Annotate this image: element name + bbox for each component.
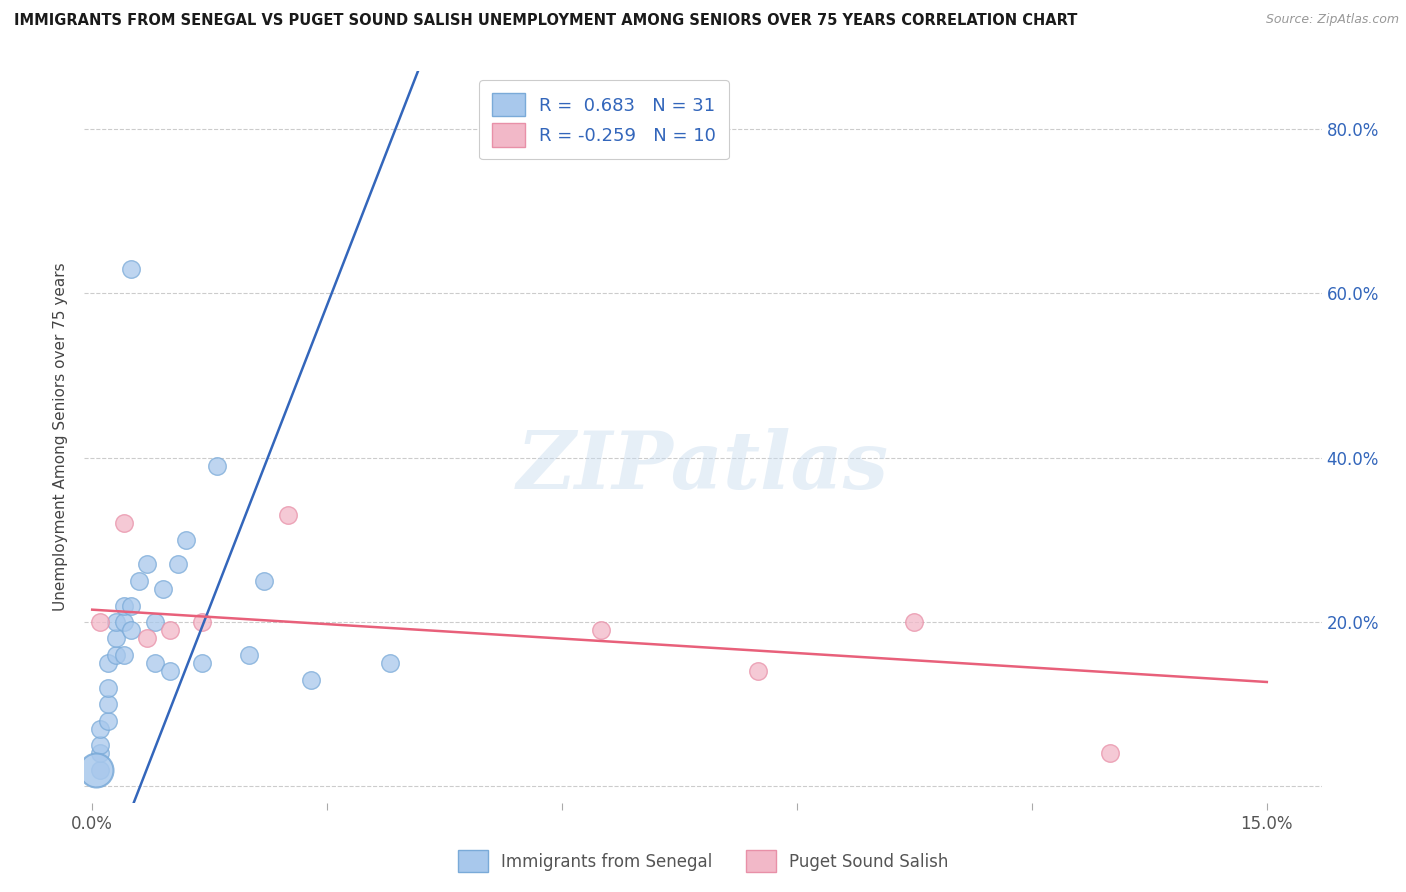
Point (104, 648, 127, 662)
Text: ZIPatlas: ZIPatlas (517, 427, 889, 505)
Point (128, 574, 150, 588)
Point (747, 665, 769, 679)
Point (120, 624, 142, 638)
Point (97, 656, 120, 670)
Point (277, 508, 299, 523)
Point (174, 533, 197, 547)
Point (104, 632, 127, 646)
Point (159, 624, 181, 638)
Point (136, 558, 159, 572)
Point (159, 665, 181, 679)
Point (378, 656, 401, 670)
Point (89, 763, 111, 777)
Point (253, 574, 276, 588)
Point (89, 722, 111, 736)
Point (143, 656, 166, 670)
Point (112, 516, 135, 531)
Point (207, 458, 229, 473)
Point (84, 763, 107, 777)
Point (903, 615, 925, 629)
Text: Source: ZipAtlas.com: Source: ZipAtlas.com (1265, 13, 1399, 27)
Point (191, 656, 214, 670)
Point (89, 739, 111, 753)
Point (89, 747, 111, 761)
Point (238, 648, 260, 662)
Point (167, 558, 190, 572)
Point (89, 615, 111, 629)
Point (120, 599, 142, 613)
Point (112, 599, 135, 613)
Text: IMMIGRANTS FROM SENEGAL VS PUGET SOUND SALISH UNEMPLOYMENT AMONG SENIORS OVER 75: IMMIGRANTS FROM SENEGAL VS PUGET SOUND S… (14, 13, 1077, 29)
Point (97, 681, 120, 695)
Point (152, 582, 174, 596)
Point (191, 615, 214, 629)
Point (97, 697, 120, 711)
Point (591, 624, 613, 638)
Point (143, 615, 166, 629)
Point (104, 615, 127, 629)
Point (97, 714, 120, 728)
Point (112, 615, 135, 629)
Point (136, 632, 159, 646)
Point (120, 261, 142, 276)
Point (112, 648, 135, 662)
Point (301, 673, 323, 687)
Y-axis label: Unemployment Among Seniors over 75 years: Unemployment Among Seniors over 75 years (52, 263, 67, 611)
Legend: Immigrants from Senegal, Puget Sound Salish: Immigrants from Senegal, Puget Sound Sal… (451, 844, 955, 879)
Point (1099, 747, 1122, 761)
